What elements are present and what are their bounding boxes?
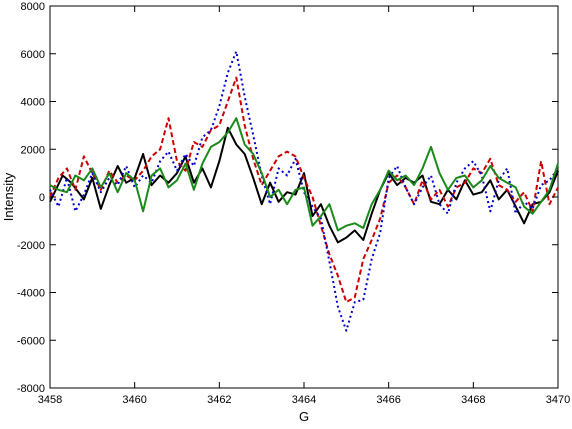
y-axis-label: Intensity [1,172,16,221]
plot-area [49,5,559,389]
y-tick-label: 0 [39,192,45,204]
x-axis-label: G [299,409,309,424]
y-tick-label: -4000 [17,288,45,300]
y-tick-label: 8000 [21,1,45,13]
series-line-4 [49,117,559,232]
x-tick-label: 3466 [376,394,400,406]
y-tick-label: -2000 [17,240,45,252]
y-tick-label: -8000 [17,383,45,395]
x-tick-label: 3464 [292,394,316,406]
x-tick-label: 3458 [38,394,62,406]
x-tick-label: 3468 [461,394,485,406]
series-line-1 [49,126,559,244]
plot-lines [49,50,559,332]
y-tick-label: -6000 [17,335,45,347]
y-tick-label: 6000 [21,49,45,61]
x-tick-label: 3460 [122,394,146,406]
y-tick-label: 2000 [21,144,45,156]
axes-ticks: 3458 3460 3462 3464 3466 3468 3470 -8000 -6000 -4… [17,1,570,406]
x-tick-label: 3462 [207,394,231,406]
y-tick-label: 4000 [21,97,45,109]
x-tick-label: 3470 [546,394,570,406]
